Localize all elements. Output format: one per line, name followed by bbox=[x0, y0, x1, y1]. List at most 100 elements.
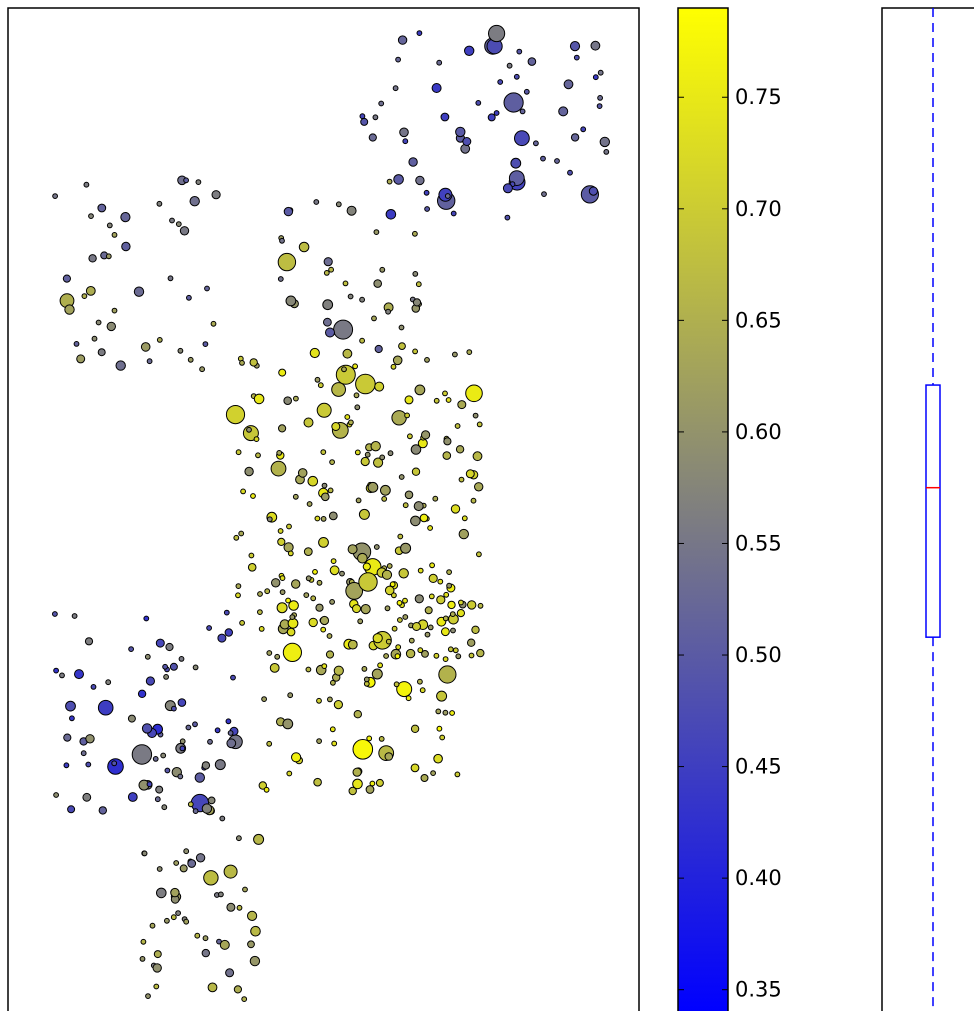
scatter-point bbox=[160, 752, 167, 759]
scatter-point bbox=[362, 562, 371, 571]
scatter-point bbox=[458, 599, 464, 606]
scatter-point bbox=[421, 430, 431, 440]
scatter-point bbox=[353, 710, 362, 719]
scatter-point bbox=[410, 444, 422, 455]
scatter-point bbox=[322, 299, 334, 311]
scatter-point bbox=[428, 573, 438, 584]
scatter-point bbox=[472, 412, 479, 419]
colorbar-ticks: 0.35 0.40 0.45 0.50 0.55 0.60 0.65 0.70 0.75 bbox=[678, 85, 782, 1002]
scatter-point bbox=[230, 674, 236, 681]
scatter-point bbox=[395, 56, 402, 63]
scatter-point bbox=[82, 792, 92, 802]
scatter-point bbox=[248, 552, 255, 559]
scatter-point bbox=[83, 181, 90, 188]
scatter-point bbox=[449, 611, 456, 617]
scatter-point bbox=[266, 650, 273, 656]
scatter-point bbox=[438, 665, 457, 684]
scatter-point bbox=[328, 266, 335, 273]
scatter-point bbox=[258, 626, 265, 632]
scatter-point bbox=[131, 744, 153, 765]
scatter-point bbox=[163, 674, 170, 680]
scatter-point bbox=[364, 451, 371, 458]
scatter-point bbox=[410, 515, 421, 527]
scatter-point bbox=[452, 351, 458, 358]
scatter-point bbox=[250, 925, 261, 937]
scatter-point bbox=[247, 910, 258, 922]
scatter-point bbox=[321, 663, 328, 669]
scatter-point bbox=[249, 358, 258, 367]
scatter-point bbox=[173, 860, 180, 866]
scatter-point bbox=[441, 627, 450, 637]
scatter-point bbox=[443, 437, 452, 446]
scatter-point bbox=[533, 140, 539, 147]
scatter-point bbox=[226, 738, 237, 749]
scatter-point bbox=[236, 904, 243, 911]
scatter-point bbox=[120, 212, 131, 223]
scatter-point bbox=[387, 450, 394, 457]
scatter-point bbox=[291, 752, 302, 763]
scatter-point bbox=[264, 588, 271, 595]
scatter-point bbox=[402, 614, 409, 620]
scatter-point bbox=[358, 508, 370, 520]
scatter-point bbox=[177, 773, 184, 780]
scatter-point bbox=[476, 421, 483, 428]
scatter-point bbox=[266, 740, 273, 747]
scatter-point bbox=[242, 886, 248, 893]
scatter-point bbox=[395, 644, 402, 650]
scatter-point bbox=[85, 761, 92, 768]
scatter-point bbox=[241, 996, 248, 1002]
scatter-point bbox=[233, 534, 240, 541]
scatter-point bbox=[455, 126, 466, 138]
scatter-point bbox=[277, 537, 286, 547]
scatter-point bbox=[192, 721, 198, 728]
scatter-point bbox=[235, 449, 242, 456]
scatter-point bbox=[493, 110, 500, 116]
scatter-point bbox=[408, 157, 418, 167]
scatter-point bbox=[323, 257, 333, 267]
scatter-point bbox=[471, 625, 480, 634]
scatter-point bbox=[377, 662, 384, 669]
colorbar-tick-label: 0.75 bbox=[735, 85, 782, 109]
scatter-point bbox=[348, 419, 354, 426]
colorbar-tick-label: 0.70 bbox=[735, 197, 782, 221]
scatter-point bbox=[169, 217, 175, 224]
scatter-point bbox=[436, 690, 448, 702]
scatter-point bbox=[53, 792, 59, 798]
scatter-point bbox=[186, 294, 192, 301]
scatter-point bbox=[316, 402, 332, 418]
scatter-point bbox=[450, 504, 461, 514]
scatter-point bbox=[164, 917, 170, 924]
scatter-point bbox=[342, 348, 353, 359]
scatter-point bbox=[156, 866, 163, 872]
scatter-point bbox=[420, 774, 429, 782]
scatter-point bbox=[141, 723, 153, 734]
scatter-point bbox=[85, 286, 96, 296]
scatter-point bbox=[450, 627, 456, 634]
scatter-point bbox=[319, 615, 330, 626]
colorbar-tick-label: 0.60 bbox=[735, 420, 782, 444]
scatter-point bbox=[225, 968, 235, 978]
scatter-point bbox=[402, 138, 409, 145]
scatter-point bbox=[370, 441, 381, 452]
scatter-point bbox=[155, 785, 164, 794]
scatter-point bbox=[456, 609, 465, 618]
colorbar-tick-label: 0.40 bbox=[735, 866, 782, 890]
scatter-point bbox=[597, 95, 603, 101]
scatter-point bbox=[90, 684, 97, 690]
scatter-point bbox=[398, 324, 405, 331]
scatter-point bbox=[391, 592, 397, 599]
scatter-point bbox=[404, 490, 414, 500]
scatter-point bbox=[323, 317, 332, 327]
scatter-point bbox=[224, 628, 234, 637]
scatter-point bbox=[373, 279, 383, 288]
scatter-point bbox=[419, 687, 426, 694]
scatter-point bbox=[257, 609, 263, 615]
colorbar-gradient bbox=[677, 7, 729, 1011]
scatter-point bbox=[320, 449, 327, 456]
scatter-point bbox=[183, 918, 190, 925]
scatter-point bbox=[513, 73, 520, 80]
scatter-point bbox=[69, 715, 75, 722]
scatter-point bbox=[165, 642, 174, 652]
scatter-point bbox=[347, 639, 358, 650]
